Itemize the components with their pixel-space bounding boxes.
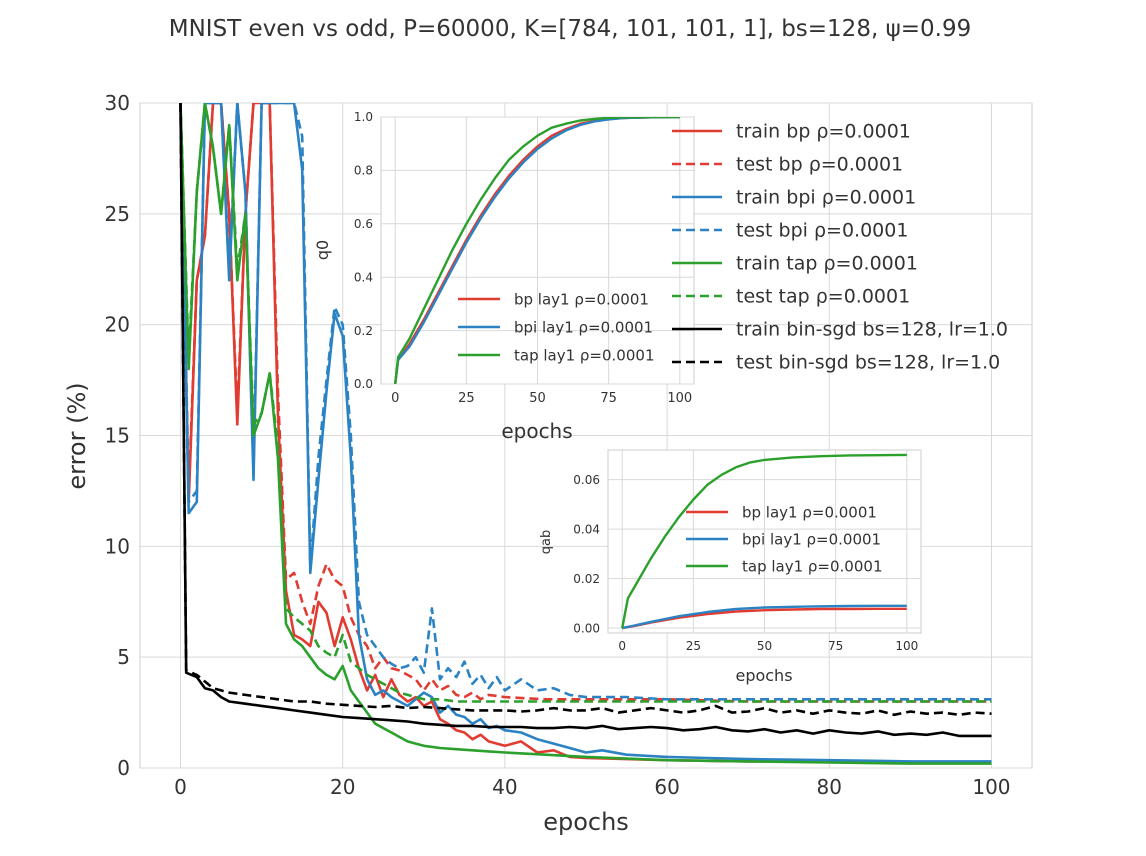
inset-qab-y-axis-label: qab: [539, 530, 554, 554]
qab-y-tick-label: 0.06: [573, 473, 600, 487]
q0-y-tick-label: 0.2: [354, 324, 373, 338]
q0-y-tick-label: 0.4: [354, 270, 373, 284]
inset-q0-legend: bp lay1 ρ=0.0001 bpi lay1 ρ=0.0001 tap lay…: [458, 290, 655, 364]
main-x-tick-label: 60: [654, 775, 679, 799]
qab-x-tick-label: 0: [618, 639, 626, 653]
q0-x-tick-label: 100: [667, 391, 692, 406]
main-series-line-test-bin-sgd-bs-128-lr-1-0: [179, 103, 992, 717]
main-x-tick-label: 100: [972, 775, 1010, 799]
q0-series-line-tap-lay1-0-0001: [394, 117, 680, 384]
q0-series-line-bpi-lay1-0-0001: [394, 117, 680, 384]
qab-x-tick-label: 50: [757, 639, 772, 653]
main-y-tick-label: 20: [105, 313, 130, 337]
main-x-tick-label: 20: [330, 775, 355, 799]
main-legend-label: train bpi ρ=0.0001: [736, 187, 916, 209]
main-y-tick-label: 25: [105, 202, 130, 226]
main-legend-label: test tap ρ=0.0001: [736, 286, 910, 308]
main-y-tick-label: 10: [105, 534, 130, 558]
qab-legend-label: bp lay1 ρ=0.0001: [742, 503, 877, 521]
main-series-line-test-bp-0-0001: [179, 103, 992, 703]
q0-legend-label: bpi lay1 ρ=0.0001: [514, 318, 653, 336]
q0-y-tick-label: 0.8: [354, 164, 373, 178]
q0-x-tick-label: 75: [600, 391, 617, 406]
q0-y-tick-label: 1.0: [354, 110, 373, 124]
main-y-tick-label: 15: [105, 424, 130, 448]
inset-q0-chart: 0 25 50 75 100 0.00.20.40.60.81.0 epochs q0 …: [313, 110, 695, 443]
qab-series-line-tap-lay1-0-0001: [621, 453, 907, 629]
main-legend-label: test bp ρ=0.0001: [736, 154, 903, 176]
inset-q0-y-axis-label: q0: [313, 240, 332, 260]
main-legend-label: test bin-sgd bs=128, lr=1.0: [736, 352, 1000, 374]
main-legend-label: test bpi ρ=0.0001: [736, 220, 908, 242]
qab-legend-label: tap lay1 ρ=0.0001: [742, 557, 883, 575]
main-y-tick-label: 0: [117, 756, 130, 780]
main-x-tick-label: 80: [817, 775, 842, 799]
q0-legend-label: bp lay1 ρ=0.0001: [514, 290, 649, 308]
qab-x-tick-label: 25: [686, 639, 701, 653]
main-series-line-train-tap-0-0001: [179, 103, 992, 765]
qab-legend-label: bpi lay1 ρ=0.0001: [742, 530, 881, 548]
chart-title: MNIST even vs odd, P=60000, K=[784, 101,…: [169, 16, 971, 42]
inset-qab-x-axis-label: epochs: [735, 666, 792, 685]
qab-y-tick-label: 0.02: [573, 572, 600, 586]
qab-x-tick-label: 75: [828, 639, 843, 653]
main-y-tick-label: 30: [105, 91, 130, 115]
q0-y-tick-label: 0.6: [354, 217, 373, 231]
qab-y-tick-label: 0.04: [573, 522, 600, 536]
q0-y-tick-label: 0.0: [354, 377, 373, 391]
main-x-axis-label: epochs: [543, 808, 629, 836]
q0-x-tick-label: 0: [391, 391, 399, 406]
main-y-tick-label: 5: [117, 645, 130, 669]
main-legend-label: train bin-sgd bs=128, lr=1.0: [736, 319, 1008, 341]
q0-legend-label: tap lay1 ρ=0.0001: [514, 346, 655, 364]
main-legend-label: train tap ρ=0.0001: [736, 253, 918, 275]
inset-qab-legend: bp lay1 ρ=0.0001 bpi lay1 ρ=0.0001 tap lay…: [686, 503, 883, 575]
qab-y-tick-label: 0.00: [573, 621, 600, 635]
qab-series-line-bpi-lay1-0-0001: [621, 604, 907, 630]
main-legend-label: train bp ρ=0.0001: [736, 121, 911, 143]
main-legend: train bp ρ=0.0001 test bp ρ=0.0001 train b…: [672, 121, 1008, 374]
main-series-line-train-bin-sgd-bs-128-lr-1-0: [179, 103, 992, 738]
qab-x-tick-label: 100: [895, 639, 918, 653]
main-x-tick-label: 0: [174, 775, 187, 799]
inset-qab-chart: 0 25 50 75 100 0.00 0.02 0.04 0.06 epochs qab b…: [539, 449, 922, 685]
q0-x-tick-label: 50: [529, 391, 546, 406]
main-x-tick-label: 40: [492, 775, 517, 799]
main-series-line-test-tap-0-0001: [179, 103, 992, 703]
q0-x-tick-label: 25: [458, 391, 475, 406]
inset-q0-x-axis-label: epochs: [501, 419, 572, 443]
main-y-axis-label: error (%): [63, 382, 91, 489]
